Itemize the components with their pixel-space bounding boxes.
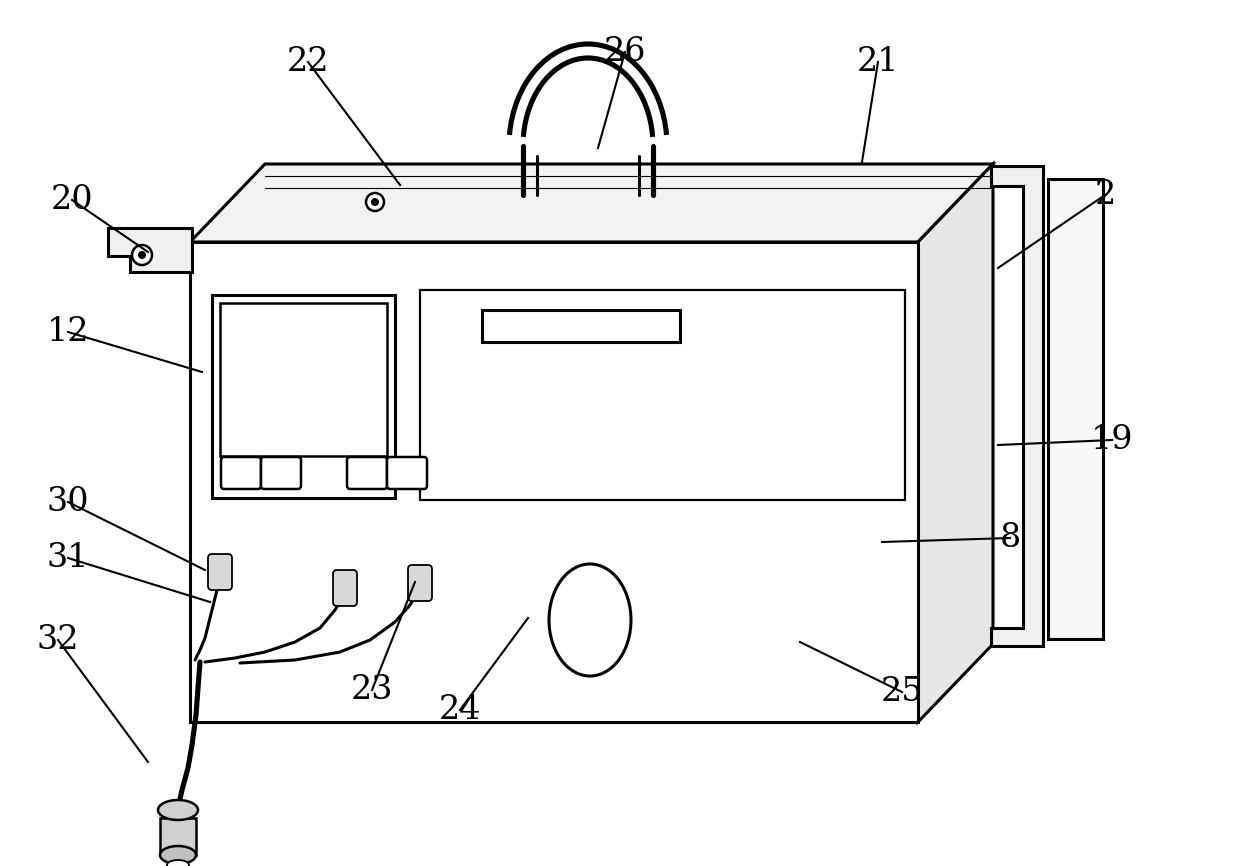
Text: 26: 26 — [604, 36, 646, 68]
Polygon shape — [918, 164, 993, 722]
Polygon shape — [219, 303, 387, 456]
Ellipse shape — [157, 800, 198, 820]
Text: 31: 31 — [47, 542, 89, 574]
Circle shape — [138, 251, 146, 259]
FancyBboxPatch shape — [208, 554, 232, 590]
Text: 2: 2 — [1095, 179, 1116, 211]
Circle shape — [366, 193, 384, 211]
Polygon shape — [991, 166, 1043, 646]
Polygon shape — [190, 242, 918, 722]
Circle shape — [371, 198, 379, 206]
FancyBboxPatch shape — [408, 565, 432, 601]
Text: 25: 25 — [880, 676, 924, 708]
Polygon shape — [212, 295, 396, 498]
FancyBboxPatch shape — [334, 570, 357, 606]
FancyBboxPatch shape — [260, 457, 301, 489]
Polygon shape — [190, 164, 993, 242]
Text: 22: 22 — [286, 46, 330, 78]
Ellipse shape — [160, 846, 196, 864]
Polygon shape — [482, 310, 680, 342]
Polygon shape — [108, 228, 192, 272]
Text: 30: 30 — [47, 486, 89, 518]
Polygon shape — [160, 818, 196, 855]
Text: 23: 23 — [351, 674, 393, 706]
Circle shape — [131, 245, 153, 265]
FancyBboxPatch shape — [347, 457, 387, 489]
Text: 20: 20 — [51, 184, 93, 216]
Ellipse shape — [167, 860, 188, 866]
Text: 12: 12 — [47, 316, 89, 348]
FancyBboxPatch shape — [387, 457, 427, 489]
Text: 8: 8 — [999, 522, 1021, 554]
Text: 24: 24 — [439, 694, 481, 726]
Text: 21: 21 — [857, 46, 899, 78]
Text: 32: 32 — [37, 624, 79, 656]
Polygon shape — [420, 290, 905, 500]
Ellipse shape — [549, 564, 631, 676]
Polygon shape — [1048, 179, 1104, 639]
FancyBboxPatch shape — [221, 457, 260, 489]
Text: 19: 19 — [1091, 424, 1133, 456]
